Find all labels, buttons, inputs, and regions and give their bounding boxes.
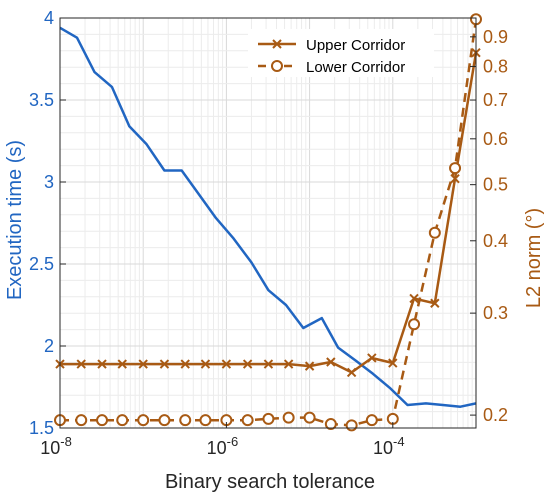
plot-frame (59, 17, 477, 429)
data-point-x-marker (367, 353, 377, 363)
data-point-circle-marker (262, 412, 275, 425)
legend-marker-x (272, 39, 282, 49)
data-point-x-marker (97, 359, 107, 369)
x-marker-stroke (97, 359, 107, 369)
right-tick-label: 0.4 (483, 231, 508, 251)
x-marker-stroke (450, 173, 460, 184)
data-point-circle-marker (75, 414, 88, 427)
data-point-x-marker (283, 359, 294, 369)
x-marker-stroke (263, 359, 274, 369)
data-point-circle-marker (179, 414, 192, 427)
left-tick-label: 1.5 (29, 418, 54, 438)
right-tick-label: 0.6 (483, 129, 508, 149)
series-line-0 (59, 26, 477, 408)
data-point-x-marker (346, 367, 357, 378)
legend-entry-lower-corridor: Lower Corridor (258, 59, 405, 76)
x-marker-stroke (159, 359, 170, 369)
right-tick-label: 0.5 (483, 175, 508, 195)
x-marker-stroke (326, 357, 336, 367)
data-point-x-marker (304, 361, 315, 371)
x-marker-stroke (180, 359, 190, 369)
legend-marker-o (271, 60, 283, 72)
data-point-circle-marker (449, 162, 462, 175)
x-marker-stroke (200, 359, 211, 369)
data-point-x-marker (388, 358, 398, 368)
data-point-x-marker (200, 359, 211, 369)
x-marker-stroke (388, 358, 398, 368)
data-point-x-marker (430, 298, 440, 308)
data-point-circle-marker (428, 226, 441, 239)
data-point-circle-marker (96, 414, 109, 427)
left-tick-label: 4 (44, 8, 54, 28)
data-point-x-marker (180, 359, 190, 369)
data-point-circle-marker (241, 414, 254, 427)
data-point-x-marker (76, 359, 86, 369)
x-marker-stroke (430, 298, 440, 308)
x-marker-stroke (242, 359, 253, 369)
legend-entry-upper-corridor: Upper Corridor (258, 37, 405, 54)
x-tick-label: 10-8 (40, 434, 72, 458)
data-point-circle-marker (365, 414, 378, 427)
right-tick-label: 0.2 (483, 405, 508, 425)
data-point-circle-marker (324, 418, 337, 431)
data-point-circle-marker (345, 419, 358, 432)
right-axis-ticks: 0.2 0.3 0.4 0.5 0.6 0.7 0.8 0.9 (470, 27, 508, 425)
data-point-circle-marker (158, 414, 171, 427)
left-tick-label: 2 (44, 336, 54, 356)
x-marker-stroke (76, 359, 86, 369)
x-marker-stroke (221, 359, 232, 369)
x-marker-stroke (346, 367, 357, 378)
data-point-x-marker (450, 173, 460, 184)
data-point-x-marker (263, 359, 274, 369)
right-tick-label: 0.8 (483, 56, 508, 76)
x-tick-label: 10-6 (207, 434, 239, 458)
legend-label-lower: Lower Corridor (306, 59, 405, 76)
data-point-x-marker (117, 359, 127, 369)
data-point-circle-marker (282, 411, 295, 424)
data-point-x-marker (326, 357, 336, 367)
x-tick-label: 10-4 (373, 434, 405, 458)
data-point-x-marker (159, 359, 170, 369)
x-marker-stroke (367, 353, 377, 363)
data-point-circle-marker (137, 414, 150, 427)
left-tick-label: 3.5 (29, 90, 54, 110)
grid (59, 17, 476, 429)
x-marker-stroke (117, 359, 127, 369)
right-tick-label: 0.9 (483, 27, 508, 47)
data-point-circle-marker (303, 411, 316, 424)
data-point-circle-marker (408, 318, 421, 331)
left-axis-ticks: 1.5 2 2.5 3 3.5 4 (29, 8, 66, 438)
x-marker-stroke (409, 293, 419, 304)
x-axis-ticks: 10-8 10-6 10-4 (40, 422, 405, 458)
data-point-x-marker (138, 359, 148, 369)
data-point-circle-marker (199, 414, 212, 427)
right-tick-label: 0.7 (483, 90, 508, 110)
x-marker-stroke (304, 361, 315, 371)
data-point-circle-marker (116, 414, 129, 427)
data-point-x-marker (242, 359, 253, 369)
x-axis-label: Binary search tolerance (165, 471, 375, 493)
legend: Upper Corridor Lower Corridor (248, 29, 434, 77)
left-tick-label: 2.5 (29, 254, 54, 274)
right-axis-label: L2 norm (°) (523, 208, 545, 308)
left-axis-label: Execution time (s) (4, 140, 26, 300)
x-marker-stroke (283, 359, 294, 369)
x-marker-stroke (138, 359, 148, 369)
legend-label-upper: Upper Corridor (306, 37, 405, 54)
left-tick-label: 3 (44, 172, 54, 192)
right-tick-label: 0.3 (483, 303, 508, 323)
data-point-x-marker (409, 293, 419, 304)
data-point-x-marker (221, 359, 232, 369)
